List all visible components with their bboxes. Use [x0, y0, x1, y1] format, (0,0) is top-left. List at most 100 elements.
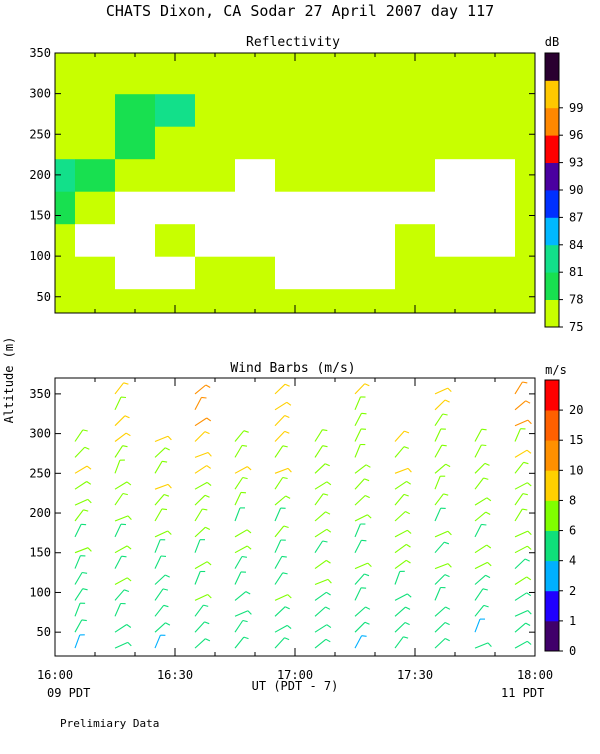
reflectivity-colorbar-swatch — [545, 80, 559, 108]
reflectivity-cell — [435, 224, 476, 257]
wind-colorbar-label: 2 — [569, 584, 576, 598]
reflectivity-cell — [355, 256, 396, 289]
wind-barb-staff — [355, 524, 360, 537]
reflectivity-cell — [115, 159, 156, 192]
wind-barb-flag — [205, 639, 210, 641]
wind-colorbar-label: 4 — [569, 554, 576, 568]
reflectivity-cell — [55, 53, 76, 66]
wind-barb-staff — [155, 589, 163, 601]
reflectivity-cell — [395, 191, 436, 224]
wind-barb-staff — [315, 579, 328, 584]
reflectivity-colorbar-swatch — [545, 272, 559, 300]
wind-barb-staff — [515, 450, 527, 457]
wind-barb-staff — [235, 572, 241, 585]
wind-barb-staff — [515, 623, 526, 632]
wind-barb-flag — [366, 465, 370, 468]
wind-barb-flag — [446, 607, 450, 609]
wind-barb-staff — [435, 414, 443, 426]
wind-barb-flag — [322, 430, 327, 431]
wind-barb-flag — [326, 607, 330, 609]
wind-barb-flag — [443, 494, 448, 495]
wind-barb-flag — [326, 592, 330, 595]
reflectivity-cell — [235, 65, 276, 94]
reflectivity-cell — [115, 191, 156, 224]
wind-barb-staff — [275, 556, 282, 568]
wind-barb-flag — [445, 639, 450, 641]
wind-barb-flag — [445, 623, 450, 625]
wind-barb-flag — [407, 594, 411, 597]
reflectivity-cell — [115, 126, 156, 159]
wind-barb-flag — [168, 484, 171, 488]
reflectivity-cell — [195, 94, 236, 127]
reflectivity-cell — [275, 256, 316, 289]
wind-barb-flag — [326, 639, 330, 642]
wind-barb-flag — [481, 445, 486, 446]
wind-barb-flag — [165, 575, 170, 577]
reflectivity-cell — [515, 53, 536, 66]
wind-barb-flag — [88, 548, 91, 552]
wind-barb-flag — [124, 383, 129, 384]
wind-barb-flag — [361, 540, 366, 541]
wind-barb-staff — [115, 642, 128, 648]
wind-barb-flag — [127, 625, 131, 628]
reflectivity-cell — [115, 65, 156, 94]
wind-barb-flag — [527, 450, 531, 453]
wind-barb-staff — [355, 479, 364, 489]
wind-barb-flag — [404, 447, 409, 449]
wind-colorbar-swatch — [545, 531, 559, 562]
reflectivity-cell — [195, 126, 236, 159]
wind-barb-staff — [475, 498, 487, 505]
wind-barb-flag — [364, 479, 369, 481]
wind-barb-staff — [275, 468, 288, 473]
wind-barb-staff — [355, 622, 365, 632]
wind-barb-flag — [124, 590, 129, 592]
reflectivity-cell — [475, 159, 516, 192]
wind-barb-staff — [435, 400, 445, 410]
wind-barb-staff — [395, 481, 407, 489]
wind-colorbar-label: 8 — [569, 493, 576, 507]
wind-barb-flag — [287, 625, 291, 628]
wind-barb-staff — [395, 560, 406, 568]
wind-barb-staff — [195, 527, 205, 537]
wind-barb-staff — [195, 418, 207, 426]
wind-barb-staff — [195, 595, 208, 601]
wind-barb-staff — [355, 413, 362, 425]
wind-barb-staff — [155, 635, 160, 648]
wind-barb-flag — [484, 605, 489, 607]
wind-barb-staff — [235, 508, 240, 521]
wind-barb-staff — [475, 478, 484, 489]
wind-barb-flag — [365, 622, 370, 624]
wind-barb-staff — [75, 510, 83, 521]
wind-barb-staff — [515, 509, 522, 521]
wind-barb-staff — [315, 464, 325, 474]
wind-barb-staff — [195, 639, 205, 648]
wind-y-tick-label: 250 — [29, 466, 51, 480]
reflectivity-colorbar-swatch — [545, 245, 559, 273]
wind-barb-staff — [75, 430, 83, 442]
reflectivity-colorbar-label: 84 — [569, 238, 583, 252]
reflectivity-cell — [395, 159, 436, 192]
wind-barb-flag — [205, 432, 210, 434]
reflectivity-cell — [75, 126, 116, 159]
wind-barb-staff — [155, 495, 164, 506]
wind-barb-flag — [283, 478, 288, 479]
wind-barb-staff — [315, 639, 326, 648]
reflectivity-cell — [275, 224, 316, 257]
reflectivity-cell — [195, 256, 236, 289]
wind-barb-flag — [286, 496, 290, 498]
wind-barb-staff — [275, 478, 283, 490]
wind-barb-staff — [275, 431, 285, 441]
wind-colorbar-unit: m/s — [545, 363, 567, 377]
wind-colorbar-swatch — [545, 440, 559, 471]
wind-barb-staff — [235, 611, 248, 617]
wind-barb-flag — [126, 433, 130, 436]
wind-barb-flag — [87, 466, 91, 469]
reflectivity-cell — [475, 191, 516, 224]
wind-barb-flag — [164, 495, 169, 497]
wind-barb-flag — [283, 573, 288, 574]
wind-barb-flag — [243, 621, 248, 622]
reflectivity-colorbar-label: 99 — [569, 101, 583, 115]
wind-colorbar-label: 10 — [569, 463, 583, 477]
